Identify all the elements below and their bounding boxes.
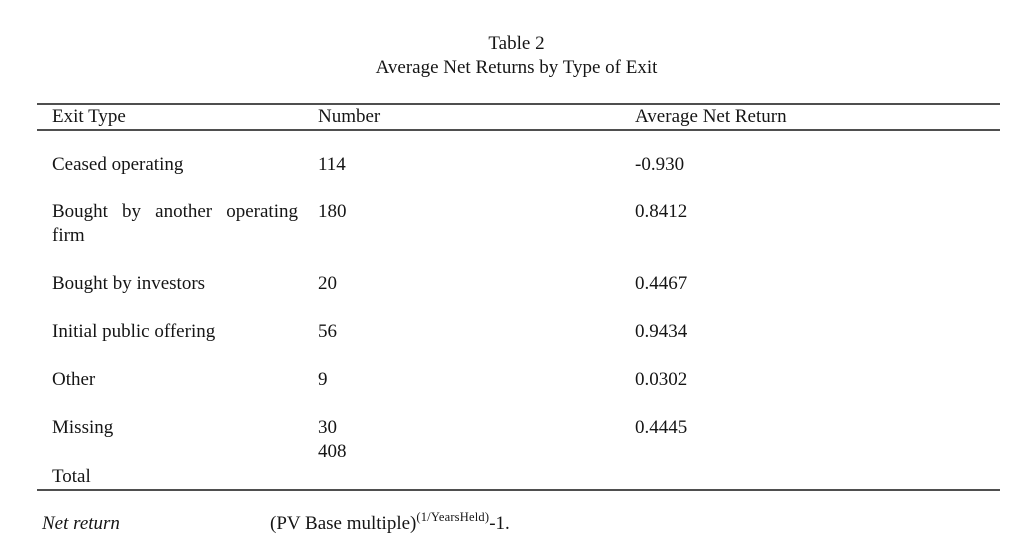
cell-exit-type: Bought by investors — [52, 273, 206, 294]
cell-number-empty — [318, 465, 635, 489]
footnote-term: Net return — [42, 513, 120, 534]
table-row-total-label: Total — [37, 465, 1000, 489]
table-row: Initial public offering 56 0.9434 — [37, 320, 1000, 344]
formula-suffix: -1. — [489, 513, 510, 534]
cell-exit-type: Bought by another operating firm — [52, 201, 298, 246]
cell-avg-net-return: 0.8412 — [635, 201, 688, 222]
column-header-avg-net-return: Average Net Return — [635, 106, 787, 127]
cell-number: 56 — [318, 321, 337, 342]
cell-avg-net-return-empty — [635, 465, 1000, 489]
cell-total-number: 408 — [318, 441, 347, 462]
cell-avg-net-return: 0.4467 — [635, 273, 688, 294]
table-title: Table 2 Average Net Returns by Type of E… — [0, 32, 1033, 80]
cell-number: 30 — [318, 417, 337, 438]
table-title-line2: Average Net Returns by Type of Exit — [375, 57, 658, 78]
table-row-total-count: 408 — [37, 440, 1000, 464]
cell-exit-type-empty — [52, 440, 318, 464]
formula-superscript: (1/YearsHeld) — [416, 510, 490, 524]
cell-avg-net-return: -0.930 — [635, 154, 685, 175]
formula-base: (PV Base multiple) — [270, 513, 417, 534]
table-footnote: Net return (PV Base multiple)(1/YearsHel… — [37, 510, 1000, 536]
table-row: Bought by investors 20 0.4467 — [37, 272, 1000, 296]
table-row: Ceased operating 114 -0.930 — [37, 153, 1000, 177]
data-table: Exit Type Number Average Net Return Ceas… — [37, 103, 1000, 491]
footnote-formula: (PV Base multiple)(1/YearsHeld)-1. — [270, 510, 510, 536]
table-row: Bought by another operating firm 180 0.8… — [37, 200, 1000, 248]
cell-number: 114 — [318, 154, 346, 175]
column-header-number: Number — [318, 106, 381, 127]
cell-exit-type: Other — [52, 369, 96, 390]
cell-number: 9 — [318, 369, 328, 390]
cell-avg-net-return: 0.0302 — [635, 369, 688, 390]
cell-avg-net-return: 0.4445 — [635, 417, 688, 438]
table-header-row: Exit Type Number Average Net Return — [37, 103, 1000, 131]
table-row: Other 9 0.0302 — [37, 368, 1000, 392]
column-header-exit-type: Exit Type — [52, 106, 126, 127]
table-bottom-rule — [37, 489, 1000, 491]
cell-total-label: Total — [52, 466, 91, 487]
table-title-line1: Table 2 — [488, 33, 545, 54]
cell-number: 20 — [318, 273, 337, 294]
cell-avg-net-return: 0.9434 — [635, 321, 688, 342]
cell-exit-type: Missing — [52, 417, 114, 438]
cell-avg-net-return-empty — [635, 440, 1000, 464]
table-row: Missing 30 0.4445 — [37, 416, 1000, 440]
cell-exit-type: Initial public offering — [52, 321, 216, 342]
cell-number: 180 — [318, 201, 347, 222]
cell-exit-type: Ceased operating — [52, 154, 184, 175]
